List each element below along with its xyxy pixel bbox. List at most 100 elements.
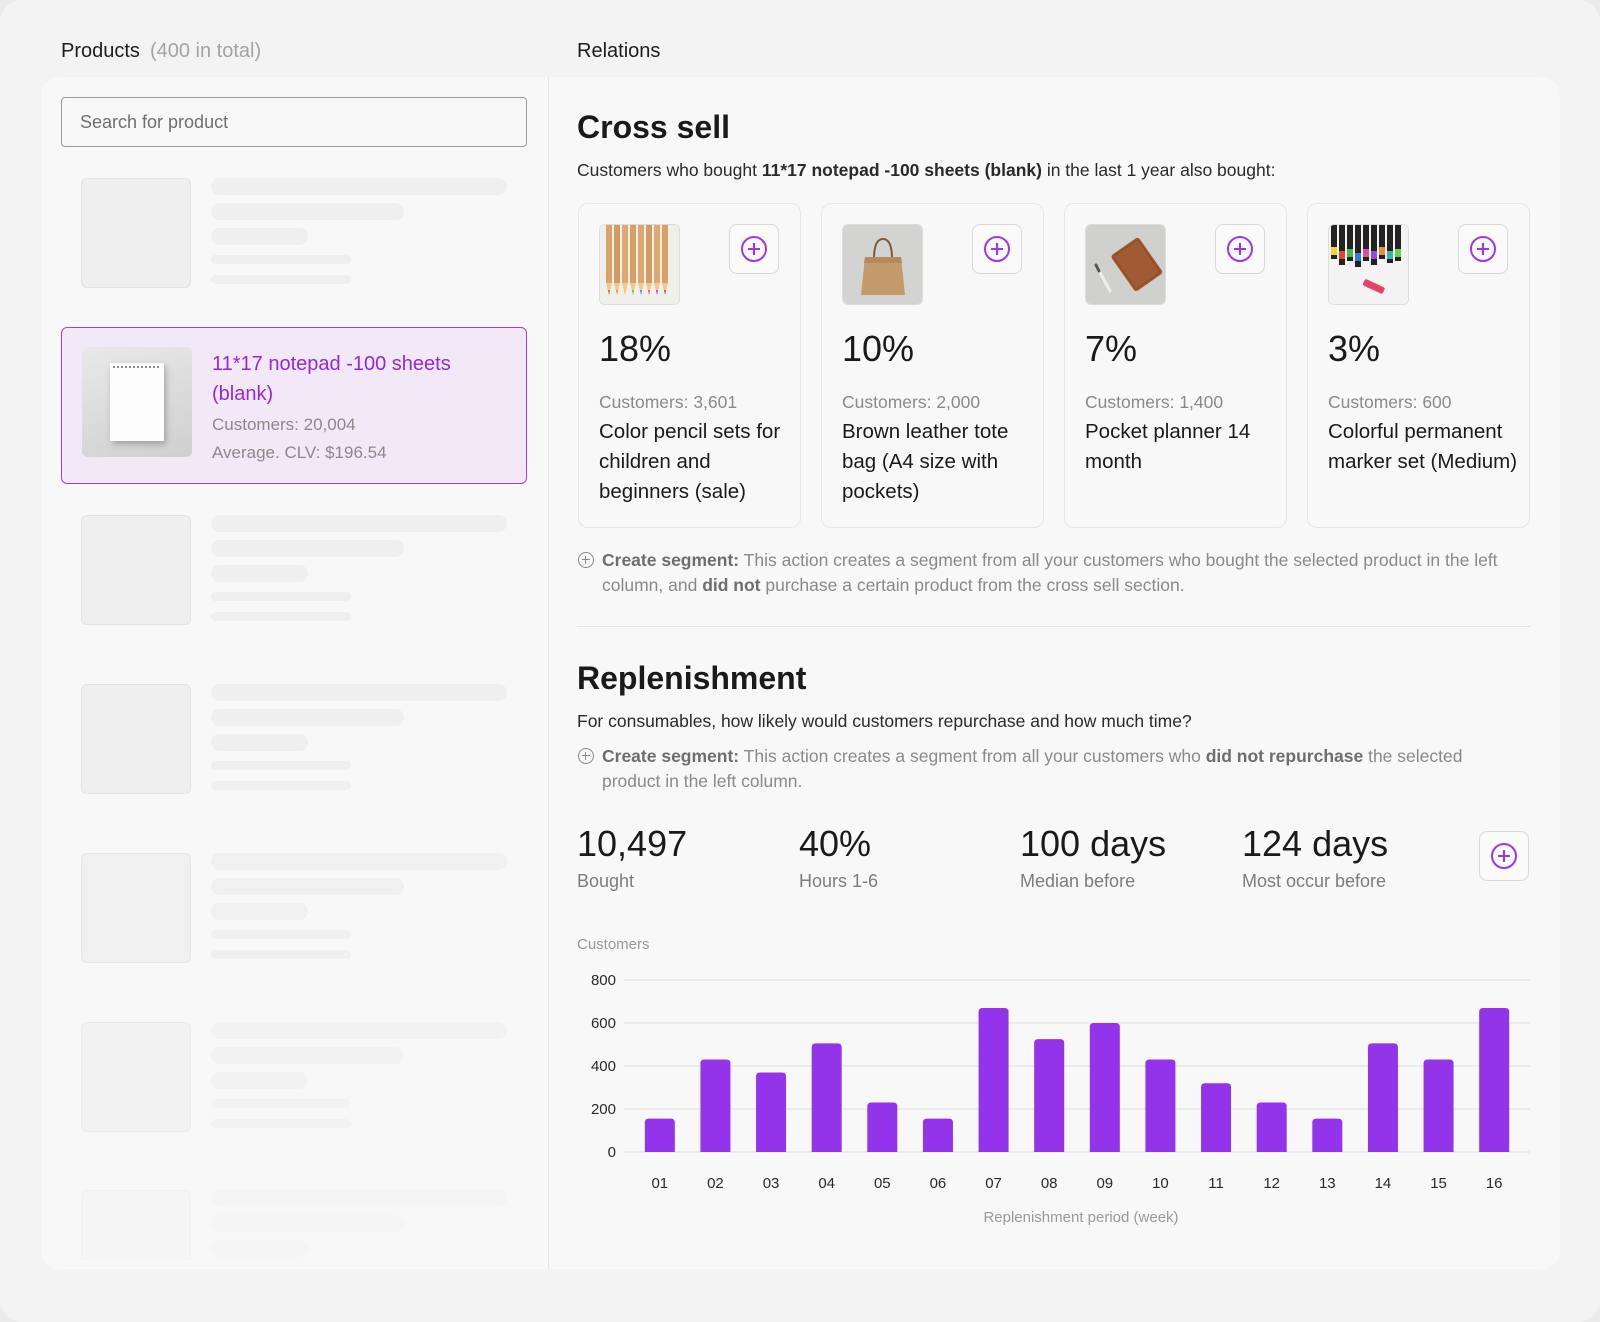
skeleton-line	[211, 178, 507, 195]
cross-sell-customers: Customers: 3,601	[599, 392, 738, 412]
skeleton-thumb	[81, 684, 191, 794]
y-tick-label: 200	[591, 1101, 616, 1118]
tote-bag-image	[842, 224, 923, 305]
cross-sell-customers: Customers: 1,400	[1085, 392, 1224, 412]
chart-bar	[1145, 1059, 1176, 1152]
chart-bar	[1367, 1043, 1398, 1152]
skeleton-line	[211, 878, 404, 895]
y-axis-label: Customers	[577, 936, 650, 953]
replenishment-chart: Customers 0 200 400 600 800 01 02 03 04 05 06 07 08 09…	[577, 936, 1530, 1226]
replenishment-description: For consumables, how likely would custom…	[577, 711, 1192, 731]
cross-sell-product-name: Colorful permanent marker set (Medium)	[1328, 420, 1518, 473]
skeleton-line	[211, 950, 351, 959]
chart-bar	[756, 1072, 787, 1152]
chart-bar	[1479, 1007, 1510, 1152]
cross-sell-product-name: 11*17 notepad -100 sheets (blank)	[761, 160, 1042, 180]
chart-bar	[1201, 1083, 1232, 1152]
chart-bar	[644, 1118, 675, 1152]
skeleton-line	[211, 612, 351, 621]
y-tick-label: 400	[591, 1058, 616, 1075]
cross-sell-card[interactable]: 10% Customers: 2,000 Brown leather tote …	[821, 203, 1044, 528]
stat-median-value: 100 days	[1020, 823, 1167, 864]
product-skeleton	[61, 684, 527, 834]
cross-sell-percent: 10%	[842, 328, 915, 369]
product-skeleton	[61, 178, 527, 328]
x-tick-label: 09	[1096, 1175, 1113, 1192]
cross-sell-percent: 3%	[1328, 328, 1381, 369]
stat-bought-value: 10,497	[577, 823, 688, 864]
chart-bar	[1089, 1023, 1120, 1152]
skeleton-line	[211, 1190, 507, 1207]
skeleton-thumb	[81, 1022, 191, 1132]
notepad-image	[82, 347, 192, 457]
skeleton-line	[211, 853, 507, 870]
x-tick-label: 12	[1263, 1175, 1280, 1192]
cross-sell-product-name: Brown leather tote bag (A4 size with poc…	[842, 420, 1009, 503]
cross-sell-description: Customers who bought 11*17 notepad -100 …	[577, 160, 1276, 180]
skeleton-line	[211, 540, 404, 557]
add-segment-button[interactable]	[972, 224, 1022, 274]
skeleton-thumb	[81, 853, 191, 963]
product-skeleton	[61, 853, 527, 1003]
add-segment-button[interactable]	[1479, 831, 1529, 881]
add-circle-icon	[1227, 236, 1253, 262]
cross-sell-segment-note: Create segment: This action creates a se…	[577, 548, 1517, 598]
skeleton-line	[211, 1240, 308, 1257]
skeleton-line	[211, 781, 351, 790]
x-tick-label: 13	[1319, 1175, 1336, 1192]
products-header: Products (400 in total)	[61, 40, 261, 63]
skeleton-line	[211, 1119, 351, 1128]
products-title: Products	[61, 40, 140, 62]
skeleton-line	[211, 930, 351, 939]
add-circle-icon	[984, 236, 1010, 262]
chart-bar	[867, 1102, 898, 1152]
skeleton-line	[211, 1099, 351, 1108]
x-tick-label: 15	[1430, 1175, 1447, 1192]
x-tick-label: 10	[1152, 1175, 1169, 1192]
add-segment-button[interactable]	[1215, 224, 1265, 274]
chart-bar	[811, 1043, 842, 1152]
skeleton-line	[211, 592, 351, 601]
skeleton-line	[211, 761, 351, 770]
add-circle-icon	[1491, 843, 1517, 869]
skeleton-line	[211, 1215, 404, 1232]
skeleton-line	[211, 275, 351, 284]
x-tick-label: 01	[651, 1175, 668, 1192]
y-tick-label: 800	[591, 972, 616, 989]
markers-image	[1328, 224, 1409, 305]
skeleton-line	[211, 228, 308, 245]
selected-product-card[interactable]: 11*17 notepad -100 sheets (blank) Custom…	[61, 327, 527, 484]
x-tick-label: 11	[1208, 1175, 1224, 1192]
replenishment-title: Replenishment	[577, 660, 807, 696]
skeleton-thumb	[81, 515, 191, 625]
add-circle-icon	[578, 552, 594, 568]
search-input[interactable]	[61, 97, 527, 147]
x-axis-label: Replenishment period (week)	[983, 1209, 1178, 1226]
chart-bar	[922, 1118, 953, 1152]
product-skeleton	[61, 515, 527, 665]
y-tick-label: 0	[608, 1144, 616, 1161]
cross-sell-card[interactable]: 7% Customers: 1,400 Pocket planner 14 mo…	[1064, 203, 1287, 528]
selected-product-customers: Customers: 20,004	[212, 415, 356, 434]
chart-bar	[700, 1059, 731, 1152]
cross-sell-customers: Customers: 2,000	[842, 392, 981, 412]
selected-product-clv: Average. CLV: $196.54	[212, 443, 387, 462]
skeleton-line	[211, 203, 404, 220]
add-segment-button[interactable]	[1458, 224, 1508, 274]
x-tick-label: 04	[818, 1175, 835, 1192]
x-tick-label: 05	[874, 1175, 891, 1192]
skeleton-line	[211, 1047, 404, 1064]
skeleton-thumb	[81, 178, 191, 288]
cross-sell-card[interactable]: 18% Customers: 3,601 Color pencil sets f…	[578, 203, 801, 528]
products-count: (400 in total)	[149, 40, 262, 62]
add-segment-button[interactable]	[729, 224, 779, 274]
x-tick-label: 16	[1486, 1175, 1503, 1192]
relations-header: Relations	[577, 40, 661, 62]
stat-most-label: Most occur before	[1242, 871, 1387, 891]
x-tick-label: 03	[763, 1175, 780, 1192]
stat-median-label: Median before	[1020, 871, 1136, 891]
product-skeleton	[61, 1022, 527, 1172]
stat-bought-label: Bought	[577, 871, 635, 891]
cross-sell-card[interactable]: 3% Customers: 600 Colorful permanent mar…	[1307, 203, 1530, 528]
